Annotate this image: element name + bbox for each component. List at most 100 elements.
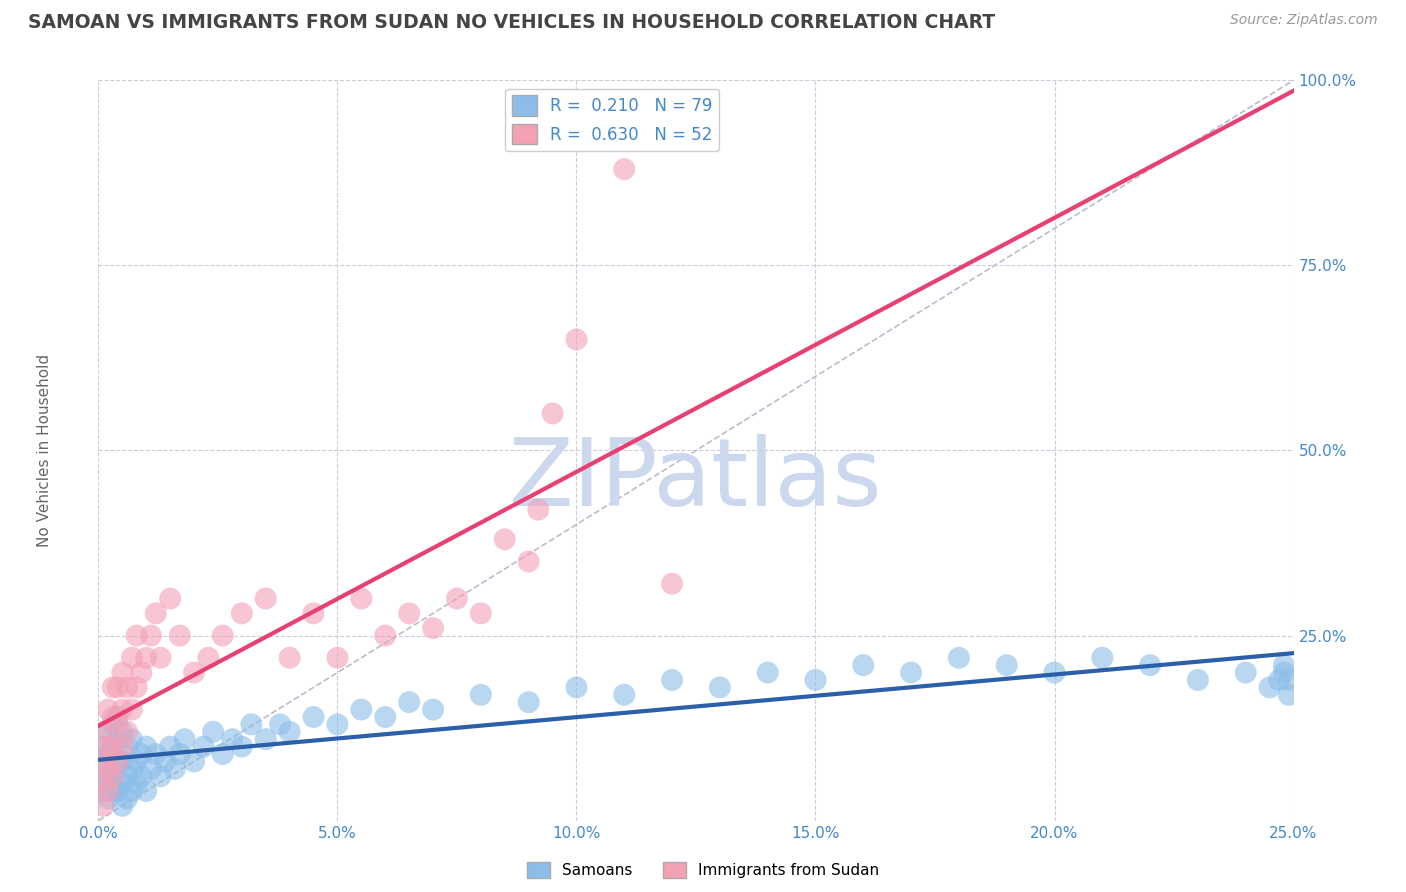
Point xyxy=(125,681,148,695)
Point xyxy=(121,650,143,665)
Point xyxy=(97,769,120,783)
Point xyxy=(948,650,970,665)
Point xyxy=(374,710,396,724)
Point xyxy=(97,791,120,805)
Text: ZIPatlas: ZIPatlas xyxy=(509,434,883,526)
Point xyxy=(350,703,373,717)
Point xyxy=(115,739,138,754)
Point xyxy=(804,673,827,687)
Point xyxy=(398,695,420,709)
Legend: R =  0.210   N = 79, R =  0.630   N = 52: R = 0.210 N = 79, R = 0.630 N = 52 xyxy=(505,88,720,151)
Point xyxy=(97,703,120,717)
Point xyxy=(149,769,172,783)
Text: No Vehicles in Household: No Vehicles in Household xyxy=(37,354,52,547)
Point xyxy=(125,755,148,769)
Point xyxy=(91,776,114,791)
Point xyxy=(155,755,177,769)
Point xyxy=(159,739,181,754)
Point xyxy=(302,607,325,621)
Point xyxy=(613,688,636,702)
Point xyxy=(107,710,129,724)
Point xyxy=(145,607,167,621)
Point xyxy=(756,665,779,680)
Point xyxy=(107,681,129,695)
Point xyxy=(470,688,492,702)
Point xyxy=(900,665,922,680)
Point xyxy=(326,717,349,731)
Point xyxy=(101,784,124,798)
Point xyxy=(139,762,162,776)
Point xyxy=(350,591,373,606)
Point xyxy=(1139,658,1161,673)
Point xyxy=(111,776,134,791)
Point xyxy=(565,681,588,695)
Point xyxy=(97,724,120,739)
Point xyxy=(221,732,243,747)
Point xyxy=(193,739,215,754)
Point xyxy=(107,717,129,731)
Point xyxy=(852,658,875,673)
Point xyxy=(995,658,1018,673)
Point xyxy=(1272,665,1295,680)
Point xyxy=(1268,673,1291,687)
Point xyxy=(231,739,253,754)
Point xyxy=(139,628,162,642)
Point xyxy=(97,747,120,761)
Point xyxy=(111,739,134,754)
Point xyxy=(278,724,301,739)
Text: SAMOAN VS IMMIGRANTS FROM SUDAN NO VEHICLES IN HOUSEHOLD CORRELATION CHART: SAMOAN VS IMMIGRANTS FROM SUDAN NO VEHIC… xyxy=(28,13,995,32)
Point xyxy=(211,747,233,761)
Point xyxy=(1234,665,1257,680)
Point xyxy=(517,695,540,709)
Point xyxy=(91,762,114,776)
Point xyxy=(169,747,191,761)
Point xyxy=(183,665,205,680)
Point xyxy=(125,776,148,791)
Point xyxy=(374,628,396,642)
Point xyxy=(101,739,124,754)
Point xyxy=(709,681,731,695)
Point xyxy=(173,732,195,747)
Point xyxy=(101,739,124,754)
Point xyxy=(1278,673,1301,687)
Point xyxy=(135,739,157,754)
Point xyxy=(115,681,138,695)
Point xyxy=(131,665,153,680)
Point xyxy=(101,681,124,695)
Point xyxy=(115,791,138,805)
Point xyxy=(101,776,124,791)
Point xyxy=(101,762,124,776)
Point xyxy=(135,650,157,665)
Point xyxy=(278,650,301,665)
Point xyxy=(326,650,349,665)
Point xyxy=(422,621,444,635)
Point xyxy=(131,769,153,783)
Point xyxy=(163,762,186,776)
Point xyxy=(97,784,120,798)
Point xyxy=(254,732,277,747)
Point xyxy=(1258,681,1281,695)
Point xyxy=(91,755,114,769)
Point xyxy=(111,755,134,769)
Point xyxy=(446,591,468,606)
Point xyxy=(1043,665,1066,680)
Point xyxy=(183,755,205,769)
Point xyxy=(107,755,129,769)
Point xyxy=(1187,673,1209,687)
Point xyxy=(91,739,114,754)
Point xyxy=(661,576,683,591)
Point xyxy=(145,747,167,761)
Point xyxy=(97,739,120,754)
Point xyxy=(269,717,291,731)
Point xyxy=(111,665,134,680)
Point xyxy=(121,703,143,717)
Point xyxy=(91,784,114,798)
Point xyxy=(1278,688,1301,702)
Point xyxy=(91,724,114,739)
Point xyxy=(101,717,124,731)
Point xyxy=(101,710,124,724)
Point xyxy=(240,717,263,731)
Point xyxy=(517,555,540,569)
Point xyxy=(107,732,129,747)
Point xyxy=(398,607,420,621)
